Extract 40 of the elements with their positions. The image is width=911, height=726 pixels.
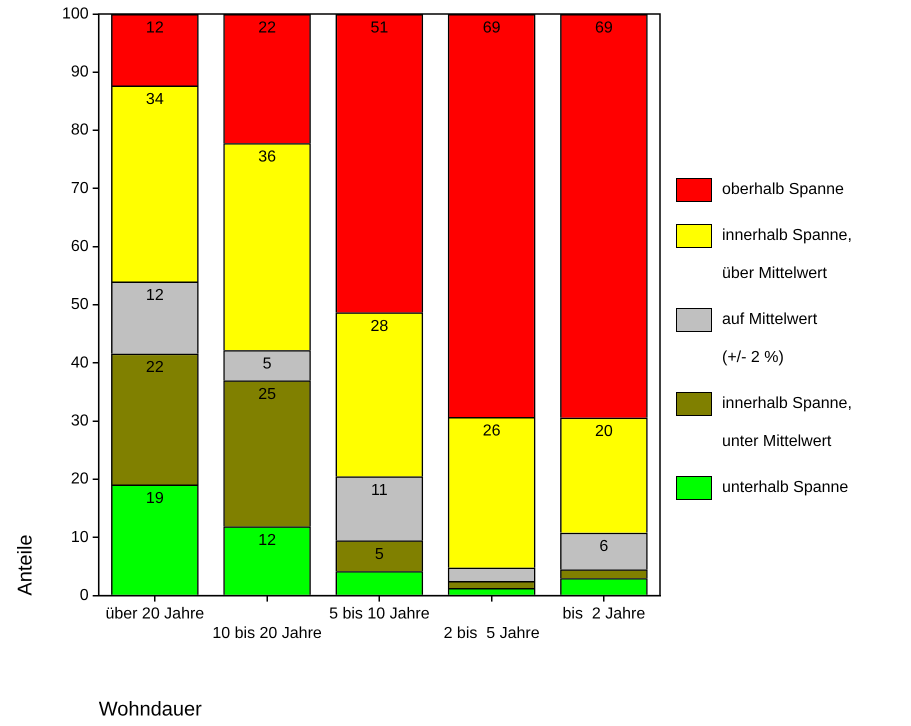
x-tick-label: 5 bis 10 Jahre: [329, 606, 430, 623]
y-tick-label: 10: [70, 528, 89, 546]
y-axis-title: Anteile: [14, 534, 37, 596]
data-label: 12: [258, 532, 276, 549]
x-tick-label: über 20 Jahre: [105, 606, 204, 623]
data-label: 36: [258, 148, 276, 166]
data-label: 5: [374, 546, 384, 563]
y-tick-label: 60: [70, 238, 89, 256]
y-tick-label: 40: [70, 354, 89, 372]
data-label: 28: [370, 318, 388, 335]
y-tick-label: 50: [70, 296, 89, 314]
data-label: 69: [594, 19, 613, 36]
data-label: 19: [146, 490, 164, 507]
y-tick-label: 70: [70, 180, 89, 197]
legend-label: unterhalb Spanne: [722, 478, 848, 498]
data-label: 22: [258, 19, 276, 36]
data-label: 20: [594, 423, 613, 440]
x-tick-label: 10 bis 20 Jahre: [212, 624, 322, 642]
x-axis-title: Wohndauer: [98, 698, 202, 721]
data-label: 26: [482, 422, 501, 440]
data-label: 11: [371, 482, 388, 499]
y-tick-label: 0: [80, 587, 89, 604]
data-label: 69: [482, 19, 501, 36]
data-label: 51: [370, 19, 388, 36]
data-label: 12: [146, 286, 164, 304]
data-label: 6: [599, 538, 608, 556]
data-label: 25: [258, 386, 276, 403]
text: oberhalb Spanne: [722, 180, 844, 200]
data-label: 5: [262, 356, 272, 373]
x-tick-label: 2 bis 5 Jahre: [444, 624, 540, 642]
y-tick-label: 90: [70, 64, 89, 81]
y-tick-label: 80: [70, 122, 89, 139]
data-label: 34: [146, 90, 164, 108]
text: auf Mittelwert (+/- 2 %): [722, 311, 818, 366]
x-tick-label: bis 2 Jahre: [562, 606, 646, 623]
y-tick-label: 100: [62, 5, 89, 22]
data-label: 12: [146, 19, 164, 36]
y-tick-label: 30: [70, 412, 89, 430]
data-label: 22: [146, 359, 164, 376]
y-tick-label: 20: [70, 470, 89, 488]
